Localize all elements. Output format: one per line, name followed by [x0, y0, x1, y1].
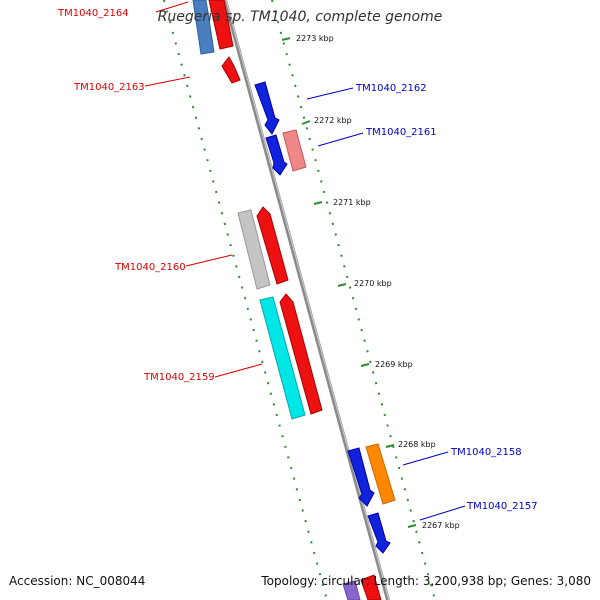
gene-block-2161-blue[interactable] — [265, 134, 288, 176]
kbp-label-2271: 2271 kbp — [333, 198, 371, 207]
gene-block-2159-cyan[interactable] — [259, 296, 306, 420]
leader-2164 — [155, 1, 189, 13]
outer-dotted-track-right — [271, 0, 436, 600]
gene-label-2157[interactable]: TM1040_2157 — [466, 501, 538, 512]
gene-block-bottom-red — [360, 574, 382, 600]
leader-2157 — [419, 505, 466, 521]
kbp-tick-2267 — [407, 524, 417, 528]
gene-block-2157[interactable] — [367, 512, 391, 554]
gene-label-2158[interactable]: TM1040_2158 — [450, 447, 522, 458]
gene-label-2163[interactable]: TM1040_2163 — [73, 82, 145, 93]
gene-block-bottom-purple — [342, 580, 361, 600]
gene-block-2158-orange[interactable] — [365, 443, 396, 505]
kbp-tick-2268 — [385, 444, 395, 448]
gene-block-2160-red[interactable] — [256, 206, 289, 285]
gene-block-2159-red[interactable] — [279, 293, 323, 415]
outer-dotted-track-left — [163, 0, 328, 600]
kbp-label-2268: 2268 kbp — [398, 440, 436, 449]
gene-block-2158-blue[interactable] — [347, 447, 375, 507]
gene-block-2164-red[interactable] — [208, 0, 234, 50]
leader-2162 — [306, 87, 354, 100]
kbp-label-2273: 2273 kbp — [296, 34, 334, 43]
leader-2160 — [185, 254, 233, 267]
kbp-label-2267: 2267 kbp — [422, 521, 460, 530]
gene-block-2163[interactable] — [221, 56, 241, 84]
leader-2161 — [317, 132, 364, 147]
gene-block-2162[interactable] — [254, 81, 280, 135]
gene-block-2161-pink[interactable] — [282, 129, 307, 172]
kbp-label-2269: 2269 kbp — [375, 360, 413, 369]
leader-2163 — [144, 76, 191, 87]
genome-title: Ruegeria sp. TM1040, complete genome — [157, 9, 443, 25]
kbp-tick-2270 — [337, 283, 347, 287]
genome-summary-text: Topology: circular; Length: 3,200,938 bp… — [261, 574, 591, 588]
kbp-tick-2271 — [313, 201, 323, 205]
leader-2159 — [214, 363, 263, 378]
gene-label-2162[interactable]: TM1040_2162 — [355, 83, 427, 94]
kbp-tick-2272 — [301, 120, 311, 125]
gene-block-2164-gray[interactable] — [192, 0, 215, 55]
kbp-tick-2269 — [360, 363, 370, 367]
kbp-tick-2273 — [281, 37, 291, 41]
gene-label-2159[interactable]: TM1040_2159 — [143, 372, 215, 383]
accession-text: Accession: NC_008044 — [9, 574, 146, 588]
gene-label-2160[interactable]: TM1040_2160 — [114, 262, 186, 273]
kbp-label-2272: 2272 kbp — [314, 116, 352, 125]
gene-label-2161[interactable]: TM1040_2161 — [365, 127, 437, 138]
leader-2158 — [402, 451, 449, 466]
gene-block-2160-gray[interactable] — [237, 209, 271, 290]
gene-label-2164[interactable]: TM1040_2164 — [57, 8, 129, 19]
kbp-label-2270: 2270 kbp — [354, 279, 392, 288]
